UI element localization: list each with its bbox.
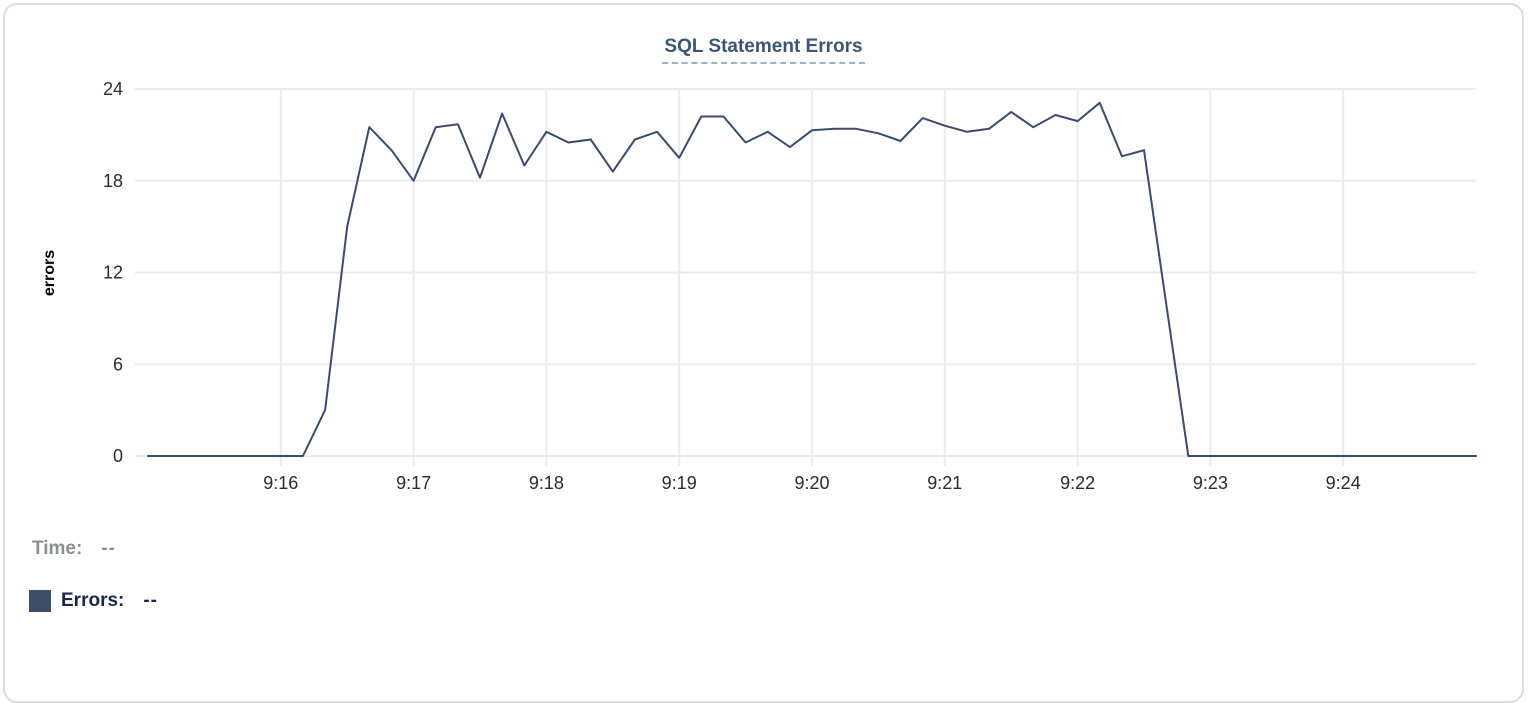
errors-series-line [147,101,1477,457]
chart-card: SQL Statement Errors 0 6 12 18 24 9:16 9:17 9:1… [3,3,1524,703]
errors-series-swatch [29,590,51,612]
time-value: -- [101,538,116,559]
x-tick-label: 9:19 [662,473,697,493]
time-label: Time: [32,538,83,559]
chart-title[interactable]: SQL Statement Errors [662,36,865,64]
x-tick-label: 9:17 [396,473,431,493]
x-tick-label: 9:16 [263,473,298,493]
y-tick-label: 24 [103,79,123,99]
chart-header: SQL Statement Errors [5,36,1522,64]
y-tick-label: 0 [113,446,123,466]
chart-canvas[interactable]: 0 6 12 18 24 9:16 9:17 9:18 9:19 9:20 9:21 9:22 9:23… [5,5,1528,515]
errors-label: Errors: [61,590,125,611]
sql-errors-line-chart[interactable]: 0 6 12 18 24 9:16 9:17 9:18 9:19 9:20 9:21 9:22 9:23… [5,5,1528,515]
tooltip-time-row: Time: -- [32,538,116,560]
x-tick-label: 9:20 [794,473,829,493]
x-tick-label: 9:24 [1326,473,1361,493]
errors-value: -- [143,590,159,611]
x-tick-label: 9:22 [1060,473,1095,493]
y-tick-label: 18 [103,171,123,191]
x-tick-label: 9:21 [927,473,962,493]
x-tick-label: 9:18 [529,473,564,493]
legend-errors-row: Errors: -- [29,590,158,612]
x-tick-label: 9:23 [1193,473,1228,493]
y-axis-title: errors [41,250,58,296]
y-tick-label: 12 [103,263,123,283]
y-tick-label: 6 [113,354,123,374]
